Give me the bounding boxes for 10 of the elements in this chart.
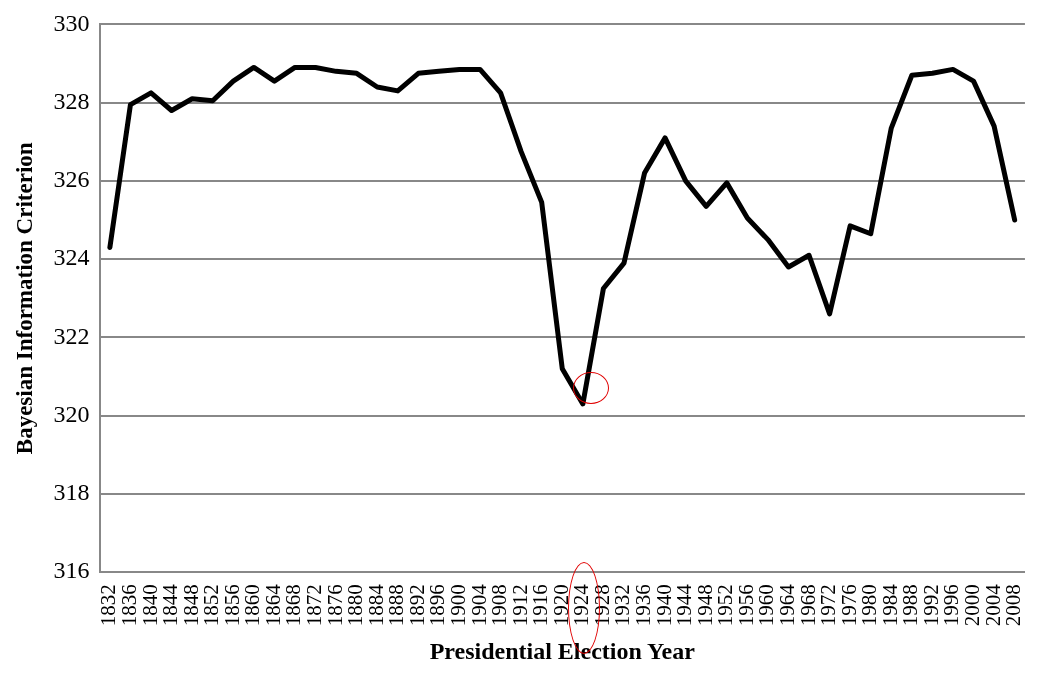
y-tick-label: 324 (53, 244, 90, 271)
y-tick-label: 316 (53, 557, 90, 584)
y-tick-label: 322 (53, 322, 90, 349)
y-tick-label: 318 (53, 479, 90, 506)
y-tick-label: 328 (53, 87, 90, 114)
y-tick-label: 326 (53, 166, 90, 193)
y-tick-label: 320 (53, 400, 90, 427)
x-axis-title: Presidential Election Year (429, 637, 696, 664)
y-tick-label: 330 (53, 9, 90, 36)
y-axis-title: Bayesian Information Criterion (11, 142, 37, 455)
